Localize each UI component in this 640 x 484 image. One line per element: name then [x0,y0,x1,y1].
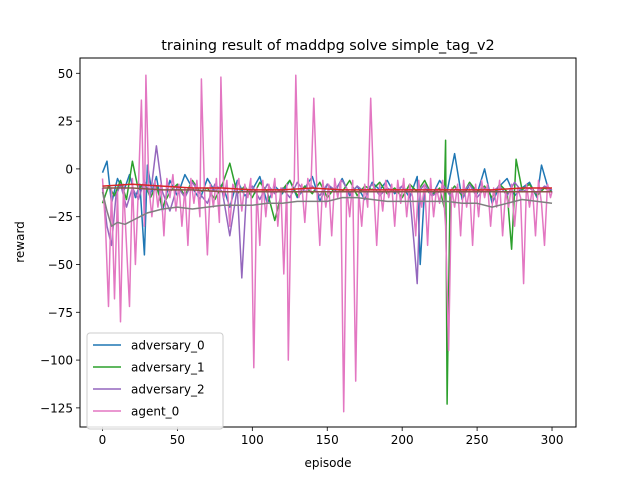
y-tick-label: 50 [58,67,73,81]
y-tick-label: −125 [40,401,73,415]
y-tick-label: −50 [48,258,73,272]
series-line-moving-average-5 [102,187,552,193]
legend-label: adversary_0 [131,339,205,353]
series-line-moving-average-6 [101,191,553,227]
x-tick-label: 100 [241,433,264,447]
x-axis: 0 50 100 150 200 250 300 [99,427,564,447]
plot-frame [79,57,577,428]
legend-label: adversary_1 [131,361,205,375]
x-tick-label: 0 [99,433,107,447]
y-tick-label: −75 [48,306,73,320]
x-tick-label: 300 [541,433,564,447]
x-tick-label: 200 [391,433,414,447]
y-tick-label: 25 [58,115,73,129]
legend: adversary_0 adversary_1 adversary_2 agent_0 [86,332,224,430]
series-layer [101,74,553,413]
y-axis-label: reward [13,221,27,263]
chart-title: training result of maddpg solve simple_t… [161,38,494,54]
series-line-moving-average-4 [102,183,552,191]
y-tick-label: 0 [65,162,73,176]
x-tick-label: 250 [466,433,489,447]
y-axis: 50 25 0 −25 −50 −75 −100 −125 [40,67,80,415]
legend-label: agent_0 [131,405,179,419]
legend-label: adversary_2 [131,383,205,397]
x-tick-label: 50 [170,433,185,447]
legend-box [86,332,224,430]
y-tick-label: −25 [48,210,73,224]
series-line-agent-0 [101,74,553,413]
x-axis-label: episode [305,456,352,470]
y-tick-label: −100 [40,354,73,368]
x-tick-label: 150 [316,433,339,447]
